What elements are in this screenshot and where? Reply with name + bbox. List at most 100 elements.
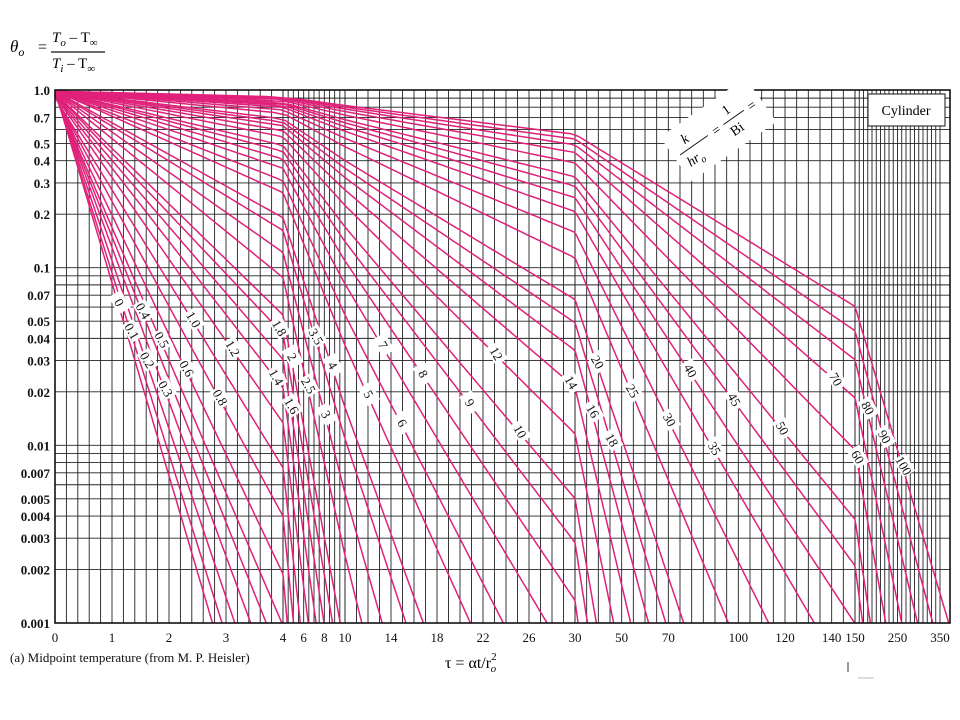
curve-label-bg [209,384,232,410]
curve-line [54,90,632,624]
title-theta-sub: o [18,45,24,59]
title-num-minus: – T [66,30,90,46]
y-tick-label: 0.003 [21,531,51,546]
curve-label-bg [155,376,178,401]
curve-label-bg [108,290,131,315]
curve-label: 3.5 [306,326,327,348]
curve-label-bg [874,424,897,449]
x-tick-label: 350 [930,630,950,645]
curve-line [54,90,856,624]
x-tick-label: 140 [822,630,842,645]
curve-line [54,94,283,624]
curve-label-bg [136,347,159,372]
x-tick-label: 2 [166,630,173,645]
curve-label: 25 [623,382,642,401]
curve-label-bg [315,401,338,427]
curve-label: 60 [848,448,867,467]
curve-label: 45 [724,390,743,409]
curve-label-bg [281,344,304,369]
curve-line [54,90,504,624]
curve-label: 18 [602,431,621,450]
x-tick-label: 50 [615,630,628,645]
curve-line [54,90,815,624]
curve-label-bg [372,332,395,358]
y-tick-label: 0.2 [34,207,50,222]
y-tick-label: 0.07 [27,288,50,303]
y-tick-label: 0.001 [21,616,50,631]
title-num-sub1: o [60,37,66,49]
curve-label: 0.8 [210,387,231,409]
curve-label-bg [679,358,702,383]
curve-label: 1.2 [222,338,243,360]
curve-labels: 00.10.20.30.40.50.60.81.01.21.41.61.822.… [108,290,916,478]
curve-label-bg [621,378,645,403]
curve-line [54,90,548,624]
chart-title: θo = To – T∞ Ti – T∞ [10,30,105,75]
curve-label: 1.0 [183,309,204,331]
curve-line [54,90,887,624]
x-tick-labels: 0 1 2 3 4 6 8 10 14 18 22 26 30 50 70 100 120 140 150 250 35… [52,630,950,645]
y-tick-labels: 1.0 0.7 0.5 0.4 0.3 0.2 0.1 0.07 0.05 0.04 0.03 0.0… [21,83,51,631]
curve-label: 0.2 [137,349,158,371]
y-tick-label: 0.7 [34,111,51,126]
curve-label: 1.8 [269,317,290,339]
curve-line [54,90,650,624]
curve-label-bg [182,307,206,332]
curve-label: 1.4 [266,366,287,388]
curve-line [54,90,472,624]
curve-label: 2.5 [298,375,319,397]
curve-label-bg [892,453,916,478]
y-tick-label: 0.01 [27,438,50,453]
y-tick-label: 0.1 [34,261,50,276]
curve-line [54,93,325,624]
curve-label-bg [771,415,794,441]
curve-label-bg [132,298,155,323]
curve-label-bg [586,349,610,375]
y-tick-label: 0.05 [27,314,50,329]
y-tick-label: 0.004 [21,509,51,524]
y-tick-label: 0.5 [34,136,51,151]
curve-label-bg [509,419,532,444]
title-den-minus: – T [63,56,87,72]
x-tick-label: 26 [523,630,537,645]
curve-label-bg [582,398,605,424]
curve-line [54,90,667,624]
curve-label-bg [121,318,144,344]
curve-label: 20 [588,353,607,372]
curve-label-bg [297,373,321,398]
y-tick-label: 0.007 [21,466,51,481]
curve-label: 80 [858,399,877,418]
curve-line [54,90,903,624]
curve-label-bg [601,427,624,452]
curve-line [54,95,310,624]
curve-label: 70 [826,370,845,389]
curve-line [54,96,302,624]
curve-label-bg [265,364,288,389]
svg-text:To – T∞: To – T∞ [52,30,98,49]
curve-label-bg [281,393,304,418]
curve-label: 30 [660,410,679,429]
title-num-T: T [52,30,62,46]
y-tick-label: 0.4 [34,154,51,169]
curve-line [54,89,214,624]
x-tick-label: 30 [569,630,582,645]
curve-label-bg [268,315,291,340]
parameter-label: k hro = 1 Bi = [660,77,777,182]
curve-line [54,90,934,624]
x-tick-label: 22 [477,630,490,645]
title-den-T: T [52,56,62,72]
curve-label-bg [391,410,414,435]
curve-line [54,90,730,624]
plot-frame [54,89,951,624]
x-tick-label: 100 [729,630,749,645]
figure-caption: (a) Midpoint temperature (from M. P. Hei… [10,650,250,665]
x-axis-label: τ = αt/r2 o [445,651,497,675]
curve-label-bg [825,366,848,392]
curve-label-bg [358,381,381,407]
curve-line [54,90,407,624]
title-den-sub2: ∞ [87,63,95,75]
curve-label: 90 [875,427,894,446]
curve-label: 40 [681,361,700,380]
x-tick-label: 18 [431,630,444,645]
curve-label-bg [151,327,174,352]
